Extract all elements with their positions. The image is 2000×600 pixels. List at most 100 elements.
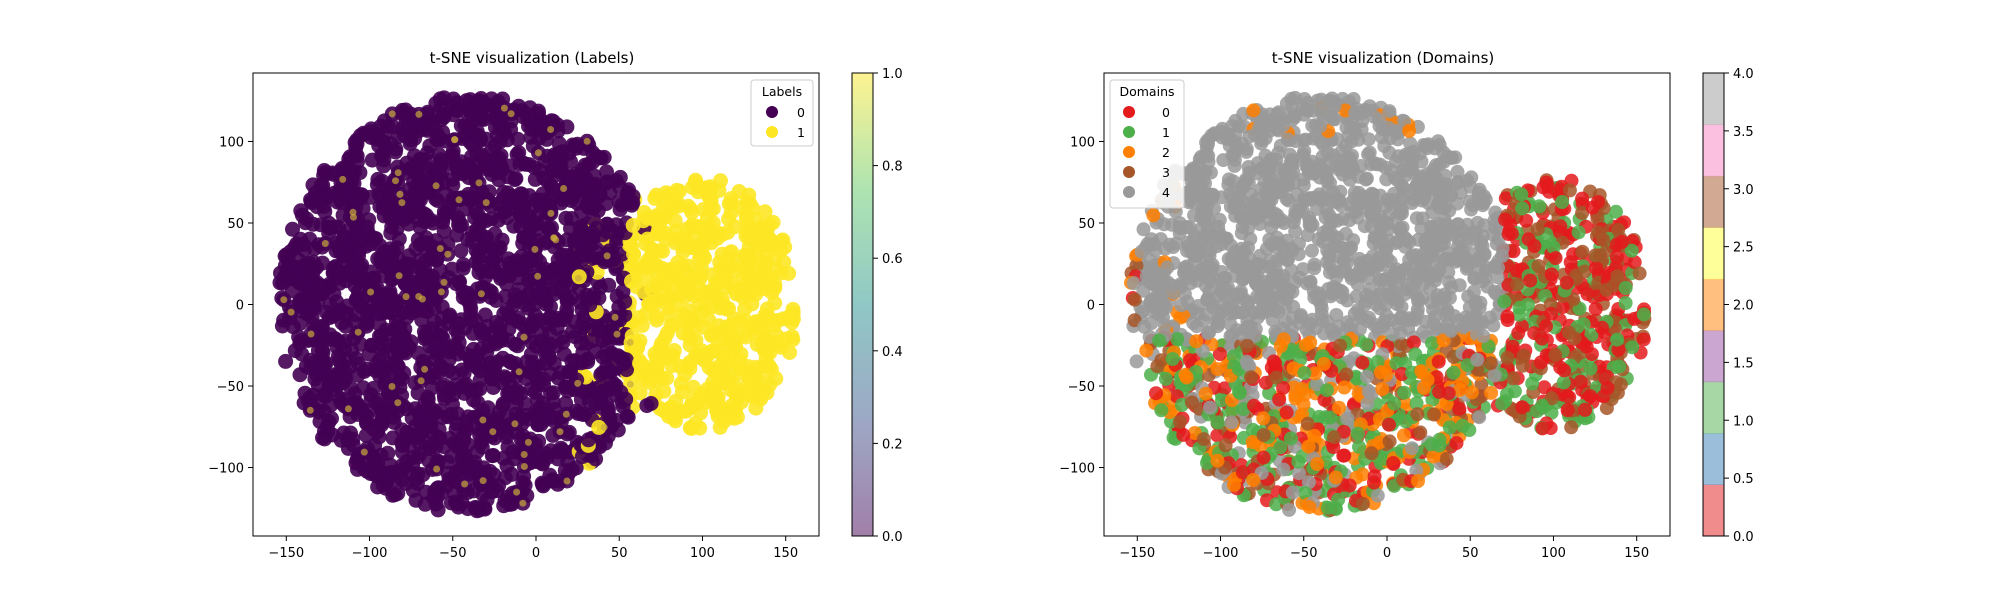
scatter-point	[595, 365, 611, 381]
scatter-point	[361, 212, 377, 228]
scatter-point	[468, 382, 484, 398]
scatter-point	[449, 416, 465, 432]
scatter-point	[521, 157, 537, 173]
scatter-point	[712, 419, 728, 435]
scatter-point	[534, 272, 542, 280]
scatter-point	[347, 307, 363, 323]
chart-domains: t-SNE visualization (Domains) −150 −100 −5…	[1059, 49, 1753, 561]
scatter-point	[1294, 382, 1309, 396]
scatter-point	[598, 196, 614, 212]
scatter-point	[1441, 265, 1456, 280]
scatter-point	[585, 211, 601, 227]
scatter-point	[579, 197, 595, 213]
scatter-point	[1350, 426, 1365, 441]
scatter-point	[663, 399, 679, 415]
scatter-point	[434, 485, 450, 501]
scatter-point	[455, 196, 463, 204]
scatter-point	[332, 192, 348, 208]
scatter-point	[432, 182, 440, 190]
scatter-point	[432, 431, 448, 446]
y-tick-label: 50	[227, 217, 244, 232]
scatter-point	[1519, 213, 1534, 228]
scatter-point	[1450, 196, 1465, 211]
scatter-point	[449, 227, 465, 243]
scatter-point	[1301, 475, 1316, 490]
scatter-point	[560, 185, 568, 192]
scatter-point	[432, 263, 448, 278]
scatter-point	[670, 231, 686, 247]
scatter-point	[673, 376, 689, 391]
scatter-point	[450, 210, 466, 226]
scatter-point	[318, 331, 334, 347]
scatter-point	[1495, 396, 1510, 411]
scatter-point	[708, 275, 724, 291]
scatter-point	[445, 365, 461, 381]
scatter-point	[1276, 380, 1291, 395]
scatter-point	[726, 402, 742, 418]
scatter-point	[553, 153, 569, 169]
scatter-point	[450, 499, 466, 515]
scatter-point	[1402, 123, 1417, 138]
scatter-point	[1362, 145, 1377, 160]
legend-marker-0	[766, 106, 778, 118]
scatter-point	[561, 424, 577, 440]
scatter-point	[759, 222, 775, 238]
scatter-point	[333, 395, 349, 411]
scatter-point	[781, 265, 797, 281]
scatter-point	[763, 234, 779, 250]
scatter-point	[1500, 309, 1515, 324]
scatter-point	[476, 500, 492, 516]
scatter-point	[488, 411, 504, 427]
scatter-point	[428, 405, 444, 420]
scatter-point	[636, 368, 652, 383]
scatter-point	[453, 118, 469, 134]
scatter-point	[367, 288, 375, 296]
scatter-point	[758, 332, 774, 347]
scatter-point	[515, 316, 531, 332]
scatter-point	[1305, 243, 1319, 258]
scatter-point	[574, 379, 582, 387]
scatter-point	[1609, 250, 1624, 264]
scatter-point	[418, 295, 426, 303]
scatter-point	[547, 413, 563, 429]
scatter-point	[1170, 332, 1185, 346]
scatter-point	[412, 153, 428, 168]
scatter-point	[650, 226, 666, 242]
scatter-point	[415, 110, 423, 118]
scatter-point	[530, 233, 546, 249]
scatter-point	[564, 324, 580, 340]
scatter-points	[272, 90, 801, 519]
scatter-point	[1533, 355, 1548, 370]
scatter-point	[359, 318, 375, 334]
scatter-point	[1583, 389, 1598, 404]
scatter-point	[646, 212, 662, 228]
scatter-point	[552, 236, 560, 244]
scatter-point	[1212, 347, 1227, 361]
scatter-point	[587, 179, 603, 195]
scatter-point	[1300, 228, 1315, 243]
scatter-point	[1329, 308, 1344, 322]
scatter-point	[1612, 359, 1627, 374]
scatter-point	[350, 186, 366, 202]
scatter-point	[1627, 255, 1642, 270]
scatter-point	[580, 432, 596, 448]
scatter-point	[1500, 350, 1515, 365]
colorbar-tick-label: 0.2	[882, 437, 903, 452]
scatter-point	[687, 318, 703, 334]
scatter-point	[523, 129, 539, 145]
scatter-point	[1396, 428, 1411, 443]
scatter-point	[1425, 336, 1439, 351]
scatter-point	[1298, 486, 1313, 501]
scatter-point	[697, 250, 713, 266]
scatter-point	[515, 475, 531, 490]
scatter-point	[1384, 163, 1399, 178]
scatter-point	[1215, 393, 1229, 408]
scatter-point	[723, 244, 739, 260]
scatter-point	[456, 365, 472, 381]
scatter-point	[475, 429, 491, 445]
scatter-point	[468, 226, 484, 242]
scatter-point	[1416, 324, 1431, 339]
scatter-point	[564, 290, 580, 306]
scatter-point	[1374, 130, 1389, 145]
scatter-point	[1380, 216, 1395, 231]
